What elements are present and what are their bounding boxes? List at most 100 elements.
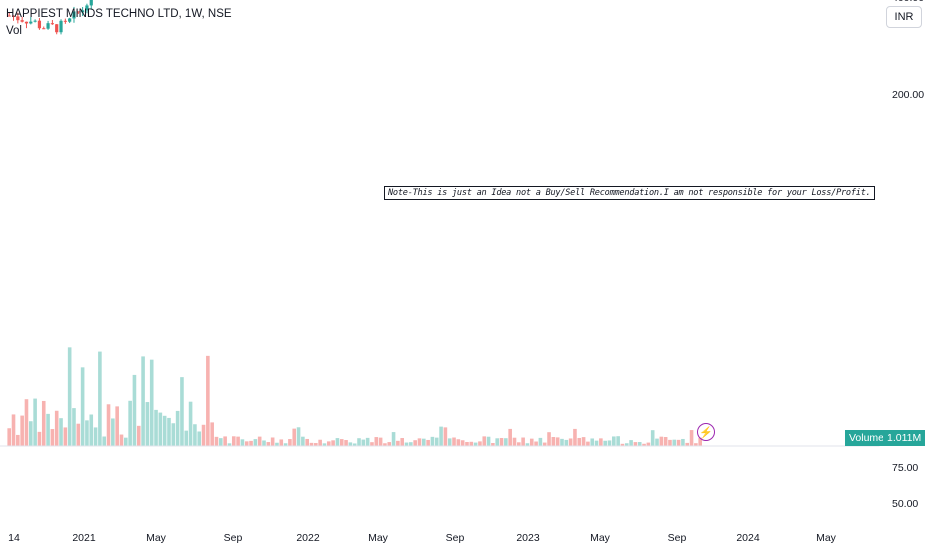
volume-bar — [409, 442, 413, 446]
candle-body — [16, 16, 20, 21]
volume-bar — [482, 436, 487, 446]
volume-bar — [404, 442, 409, 446]
volume-bar — [529, 438, 534, 446]
volume-bar — [378, 437, 383, 446]
candle-body — [50, 23, 54, 25]
volume-bar — [473, 442, 478, 446]
volume-bar — [383, 443, 387, 446]
volume-bar — [344, 440, 348, 446]
volume-bar — [629, 440, 633, 446]
price-tick-label: 200.00 — [892, 89, 924, 101]
volume-bar — [111, 418, 115, 446]
volume-bar — [637, 442, 642, 446]
volume-bar — [538, 437, 543, 446]
time-tick-label: May — [368, 532, 389, 544]
volume-bar — [257, 436, 262, 446]
candle-body — [33, 20, 37, 22]
volume-bar — [149, 359, 154, 446]
candle-body — [46, 23, 50, 29]
volume-bar — [106, 404, 111, 446]
volume-bar — [236, 436, 240, 446]
volume-bar — [624, 443, 629, 446]
time-tick-label: Sep — [668, 532, 687, 544]
volume-bar — [439, 426, 443, 446]
volume-bar — [283, 443, 288, 446]
volume-bar — [296, 427, 301, 446]
volume-bar — [132, 374, 137, 446]
volume-bar — [102, 436, 107, 446]
volume-bar — [16, 434, 20, 446]
price-tick-label: 400.00 — [892, 0, 924, 4]
volume-bar — [599, 438, 603, 446]
volume-bar — [521, 437, 525, 446]
candle-body — [37, 20, 42, 29]
volume-tag-label: Volume — [845, 430, 889, 446]
candle-body — [81, 10, 85, 13]
volume-bar — [322, 443, 327, 446]
volume-bar — [421, 438, 426, 446]
volume-bar — [413, 440, 417, 446]
volume-bar — [223, 436, 227, 446]
volume-bar — [655, 438, 659, 446]
volume-bar — [76, 423, 81, 446]
volume-bar — [184, 430, 189, 446]
volume-bar — [547, 432, 551, 446]
volume-bar — [54, 410, 59, 446]
volume-bar — [162, 415, 167, 446]
note-annotation[interactable]: Note-This is just an Idea not a Buy/Sell… — [384, 186, 875, 200]
volume-bar — [240, 439, 245, 446]
volume-bar — [508, 428, 512, 446]
currency-button[interactable]: INR — [886, 6, 922, 28]
volume-bar — [486, 436, 491, 446]
volume-bar — [67, 347, 72, 446]
volume-bar — [292, 428, 297, 446]
volume-bar — [158, 412, 163, 446]
volume-bar — [400, 438, 405, 446]
volume-bar — [426, 439, 430, 446]
volume-bar — [219, 438, 223, 446]
candle-body — [20, 20, 24, 22]
volume-bar — [495, 438, 500, 446]
volume-bar — [227, 443, 232, 446]
time-tick-label: 2022 — [296, 532, 320, 544]
volume-bar — [650, 430, 655, 446]
candlesticks — [7, 0, 93, 35]
volume-bar — [478, 441, 482, 446]
time-tick-label: 14 — [8, 532, 20, 544]
lightning-icon[interactable]: ⚡ — [697, 423, 715, 441]
volume-indicator-label[interactable]: Vol — [6, 25, 22, 37]
volume-bar — [525, 443, 530, 446]
volume-bar — [201, 424, 206, 446]
volume-bar — [642, 443, 646, 446]
volume-bar — [46, 413, 50, 446]
candle-body — [85, 5, 89, 11]
time-tick-label: May — [816, 532, 837, 544]
volume-bar — [253, 439, 258, 446]
volume-bar — [193, 424, 197, 446]
volume-bar — [633, 442, 638, 446]
volume-bar — [28, 421, 33, 446]
volume-bar — [331, 440, 335, 446]
volume-bar — [370, 442, 374, 446]
volume-bar — [689, 430, 694, 446]
volume-bar — [270, 437, 275, 446]
volume-bar — [685, 442, 690, 446]
volume-bar — [20, 415, 24, 446]
volume-bar — [309, 442, 314, 446]
volume-bar — [305, 438, 309, 446]
volume-bar — [24, 399, 29, 446]
volume-bar — [41, 400, 46, 446]
volume-bar — [59, 418, 63, 446]
volume-bar — [594, 440, 599, 446]
volume-bar — [80, 367, 85, 446]
volume-bar — [603, 440, 607, 446]
volume-bar — [314, 443, 318, 446]
volume-bar — [210, 422, 214, 446]
volume-bar — [214, 436, 219, 446]
volume-bar — [417, 438, 422, 446]
volume-bar — [590, 438, 595, 446]
volume-bar — [456, 439, 461, 446]
candle-body — [72, 11, 76, 19]
volume-bar — [560, 438, 564, 446]
